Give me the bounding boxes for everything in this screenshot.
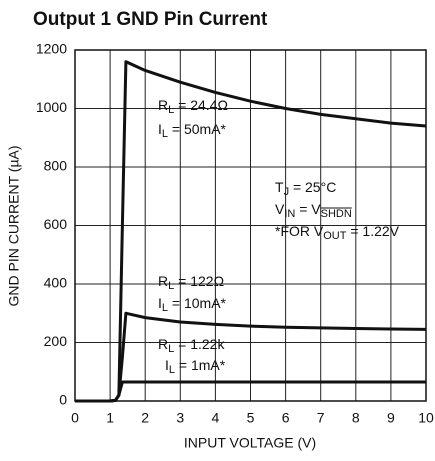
x-tick-label: 6 <box>282 410 290 426</box>
annotation-part: L <box>162 302 168 314</box>
annotation-part: T <box>275 179 284 195</box>
annotation-part: I <box>165 357 169 373</box>
annotation-part: SHDN <box>321 208 352 220</box>
x-axis-label: INPUT VOLTAGE (V) <box>184 435 316 451</box>
annotation-part: = 122Ω <box>174 273 224 289</box>
chart-title: Output 1 GND Pin Current <box>33 9 268 30</box>
annotation: RL = 122Ω <box>158 273 224 292</box>
annotation: IL = 10mA* <box>158 295 227 314</box>
annotation-part: L <box>169 364 175 376</box>
plot-frame <box>74 49 427 402</box>
x-tick-label: 8 <box>352 410 360 426</box>
data-line <box>75 380 426 403</box>
annotation-part: = 50mA* <box>168 121 227 137</box>
annotation-part: I <box>158 295 162 311</box>
annotation-part: OUT <box>323 230 347 242</box>
annotation-part: R <box>158 97 168 113</box>
annotation-part: = 25°C <box>289 179 336 195</box>
annotation-part: L <box>162 128 168 140</box>
annotation-part: = V <box>295 201 321 217</box>
annotation: IL = 50mA* <box>158 121 227 140</box>
y-tick-label: 1000 <box>36 99 67 115</box>
x-tick-label: 10 <box>418 410 434 426</box>
annotation: RL = 24.4Ω <box>158 97 228 116</box>
annotation-part: = 10mA* <box>168 295 227 311</box>
annotation-part: J <box>284 186 290 198</box>
annotation-part: R <box>158 273 168 289</box>
annotation: TJ = 25°C <box>275 179 336 198</box>
annotation-part: L <box>168 280 174 292</box>
annotation: *FOR VOUT = 1.22V <box>275 223 400 242</box>
annotation-part: I <box>158 121 162 137</box>
x-tick-label: 7 <box>317 410 325 426</box>
x-tick-label: 3 <box>176 410 184 426</box>
annotation-part: = 1mA* <box>175 357 226 373</box>
annotation: IL = 1mA* <box>165 357 226 376</box>
annotation-part: IN <box>284 208 295 220</box>
annotation-part: = 24.4Ω <box>174 97 228 113</box>
y-axis-label: GND PIN CURRENT (µA) <box>6 145 22 306</box>
y-tick-label: 400 <box>44 275 68 291</box>
y-tick-label: 0 <box>59 392 67 408</box>
annotation-part: *FOR V <box>275 223 324 239</box>
x-tick-label: 5 <box>247 410 255 426</box>
annotation-part: = 1.22k <box>174 336 225 352</box>
y-tick-label: 800 <box>44 158 68 174</box>
annotation-part: L <box>168 343 174 355</box>
y-tick-label: 1200 <box>36 41 67 57</box>
y-tick-label: 200 <box>44 333 68 349</box>
y-tick-label: 600 <box>44 216 68 232</box>
annotation-part: V <box>275 201 285 217</box>
annotation: RL = 1.22k <box>158 336 225 355</box>
x-tick-label: 1 <box>106 410 114 426</box>
x-tick-label: 4 <box>212 410 220 426</box>
x-tick-label: 0 <box>71 410 79 426</box>
annotation-part: L <box>168 104 174 116</box>
x-tick-label: 2 <box>141 410 149 426</box>
annotation: VIN = VSHDN <box>275 201 352 220</box>
x-tick-label: 9 <box>387 410 395 426</box>
annotation-part: R <box>158 336 168 352</box>
annotation-part: = 1.22V <box>346 223 399 239</box>
